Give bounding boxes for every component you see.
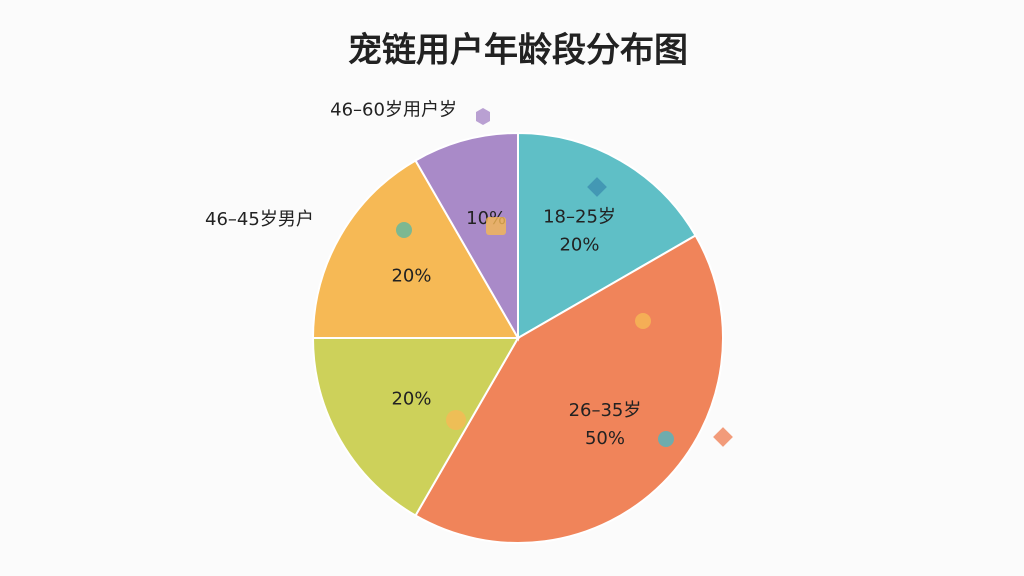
icon [713,427,733,447]
pie-slice [311,159,520,339]
chart-title: 宠链用户年龄段分布图 [348,31,688,71]
icon [658,431,674,447]
icon [486,217,506,235]
value-label: 20% [559,234,599,255]
labels: 18–25岁 20% 26–35岁 50% 20% 46–45岁男户 20% 46–60岁用户… [205,99,641,449]
icon [476,108,490,125]
category-label: 46–45岁男户 [205,209,314,230]
pie-slice [414,131,519,342]
value-label: 50% [585,428,625,449]
pie-slice [414,234,724,544]
value-label: 20% [391,266,431,287]
icon [635,313,651,329]
category-label: 18–25岁 [543,206,616,227]
category-label: 46–60岁用户岁 [330,99,457,120]
icon [446,410,466,430]
value-label: 20% [391,389,431,410]
pie [311,131,724,544]
pie-slice [517,131,697,340]
category-label: 26–35岁 [569,400,642,421]
pie-slice [311,337,520,517]
icon [396,222,412,238]
